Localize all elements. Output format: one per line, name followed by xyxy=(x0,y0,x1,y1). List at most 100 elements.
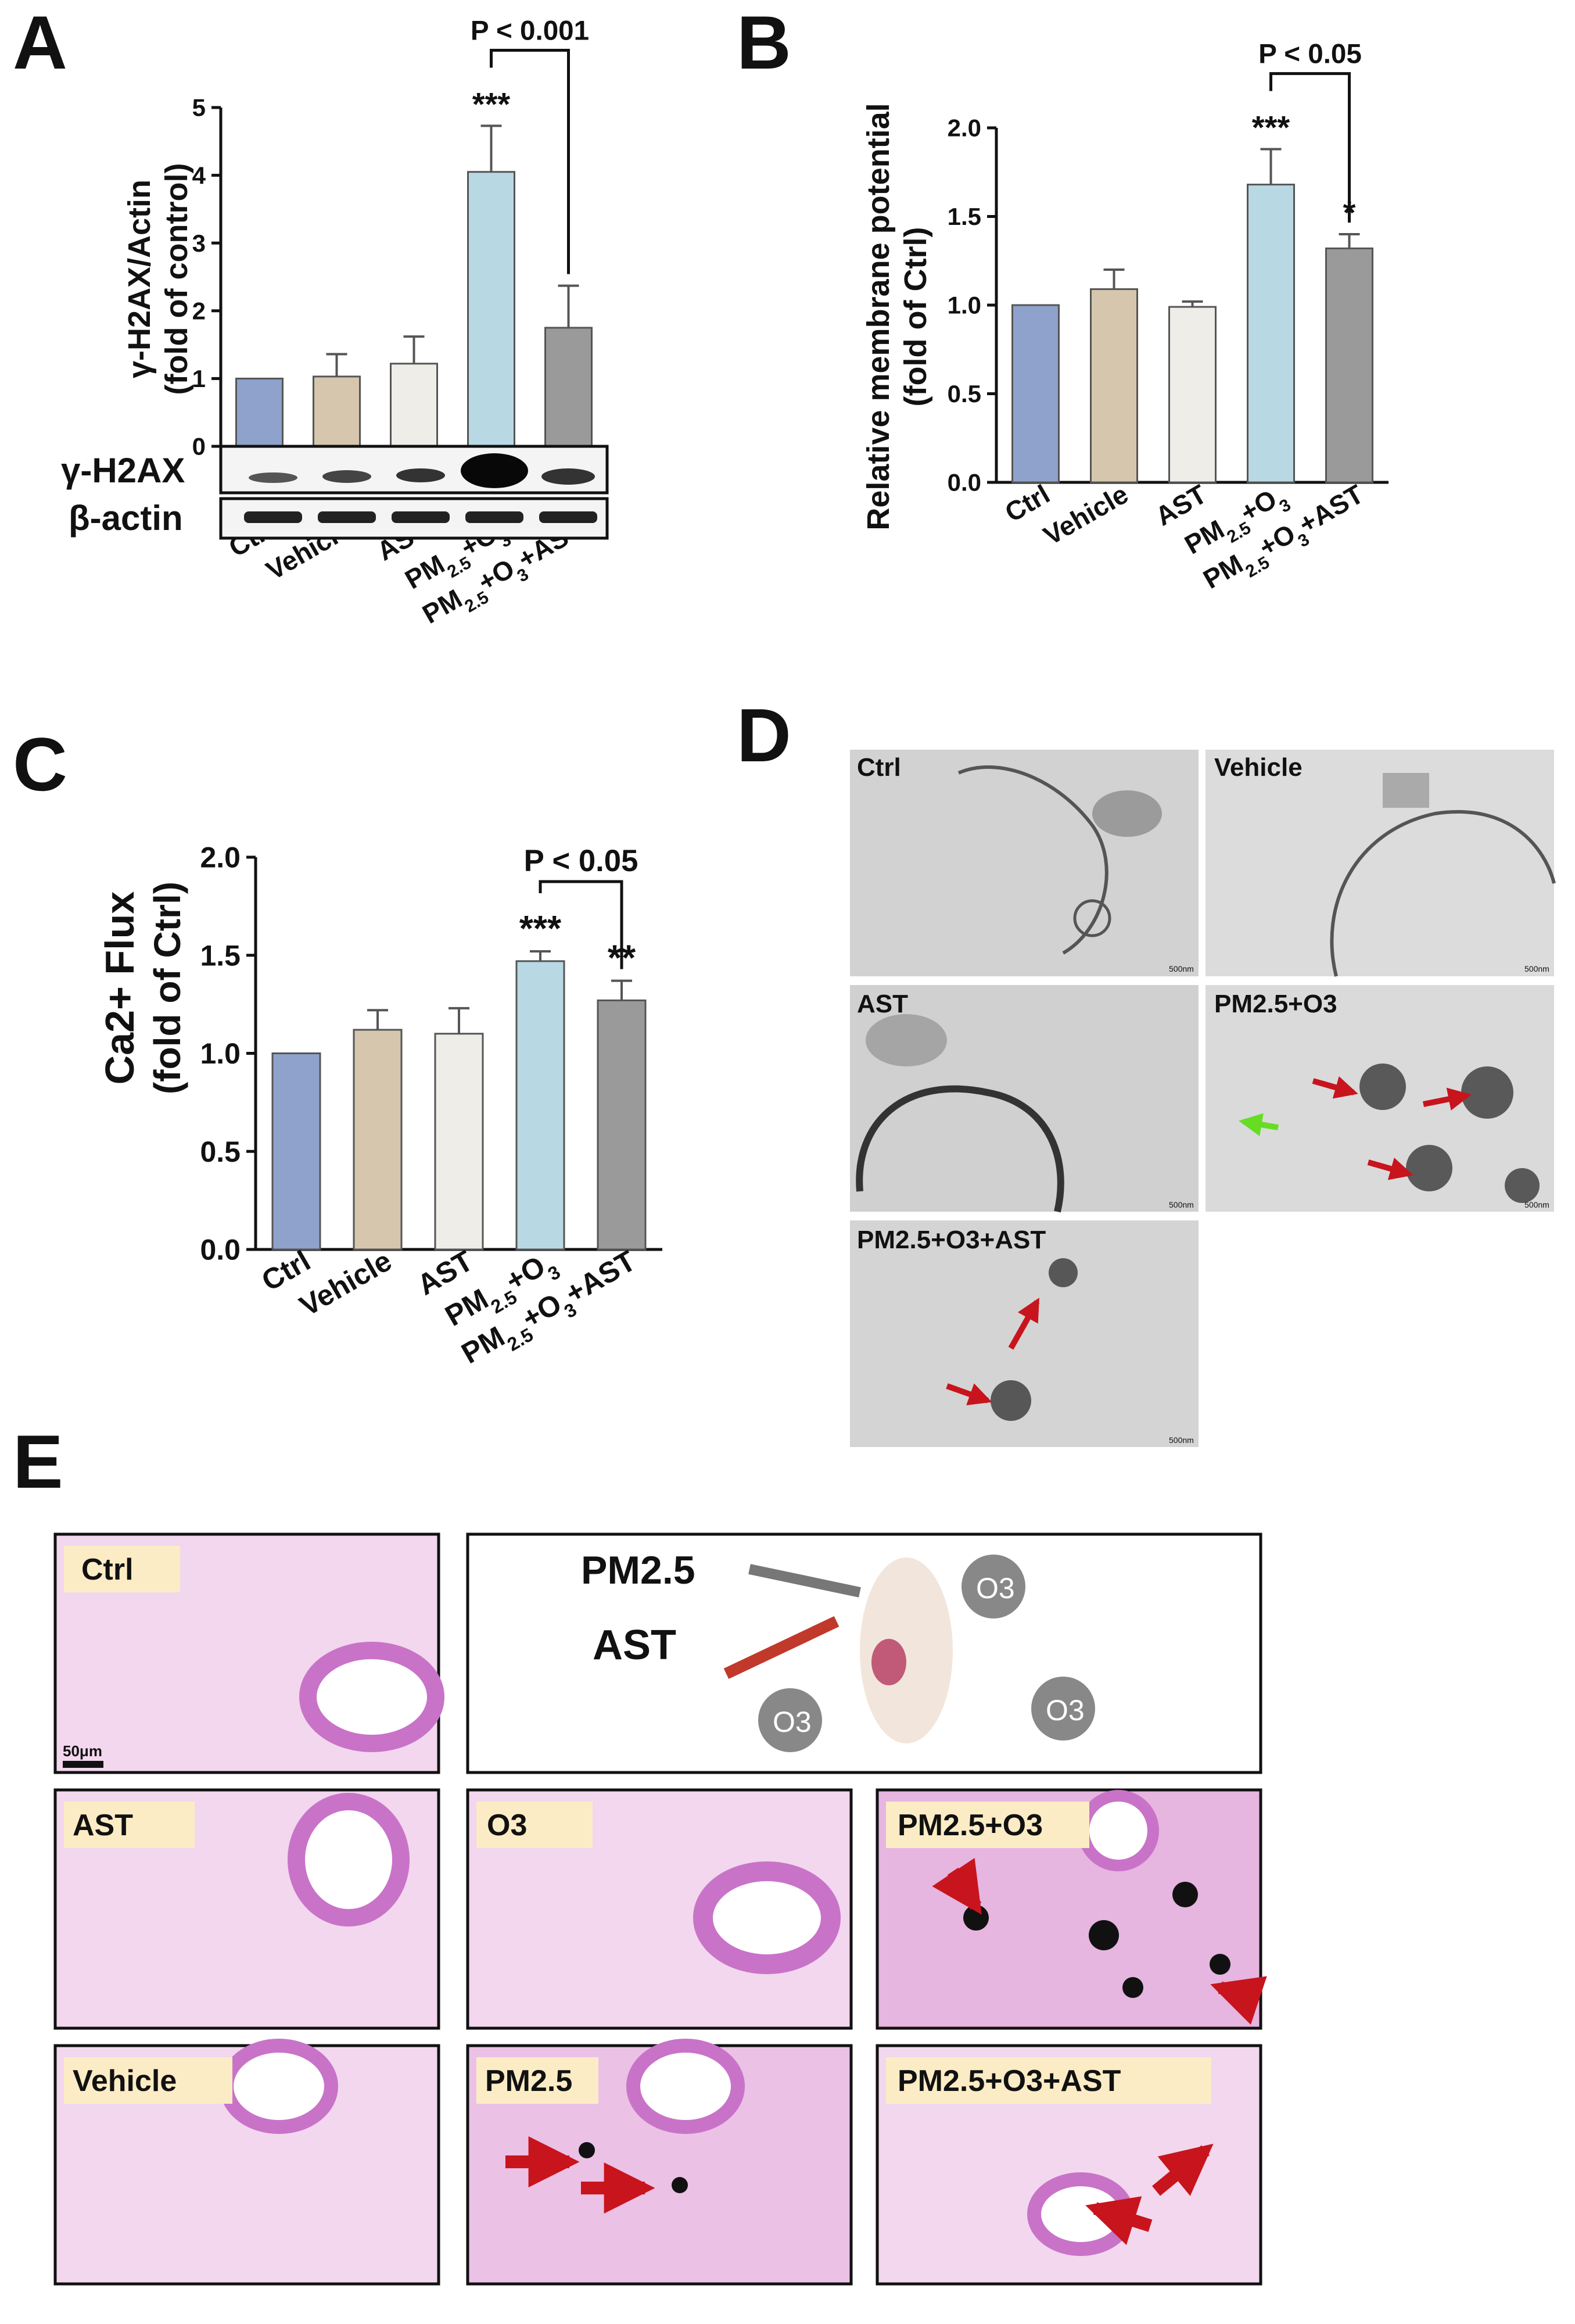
y-tick-label: 1.5 xyxy=(948,203,981,230)
em-label-ast: AST xyxy=(857,990,908,1018)
em-image-ast: AST 500nm xyxy=(850,985,1199,1213)
chart-b-ylabel-line1: Relative membrane potential xyxy=(861,103,896,530)
blot-label-h2ax: γ-H2AX xyxy=(61,451,185,490)
em-scale-ctrl: 500nm xyxy=(1169,964,1194,973)
comparison-label: P < 0.05 xyxy=(1258,39,1362,70)
category-label: Vehicle xyxy=(1038,479,1133,551)
em-label-ctrl: Ctrl xyxy=(857,753,901,782)
em-label-vehicle: Vehicle xyxy=(1214,753,1303,782)
chart-c-ylabel-line1: Ca2+ Flux xyxy=(97,891,142,1085)
bar xyxy=(1090,288,1138,484)
y-tick-label: 4 xyxy=(192,162,206,189)
blot-band xyxy=(249,472,297,483)
y-tick-label: 1.5 xyxy=(200,939,241,972)
y-tick-label: 2.0 xyxy=(948,114,981,142)
bar xyxy=(467,171,515,447)
em-image-pm-o3: PM2.5+O3 500nm xyxy=(1206,985,1554,1212)
western-blot: γ-H2AX β-actin xyxy=(61,445,609,540)
bar xyxy=(1168,306,1217,484)
chart-b-ylabel-line2: (fold of Ctrl) xyxy=(898,227,933,407)
panel-letter-e: E xyxy=(13,1419,63,1504)
em-scale-pm-o3-ast: 500nm xyxy=(1169,1435,1194,1445)
histology-image-ast: AST xyxy=(53,1788,440,2030)
histology-image-vehicle: Vehicle xyxy=(53,2039,440,2286)
y-tick-label: 0.0 xyxy=(948,469,981,496)
comparison-bracket xyxy=(1269,72,1351,223)
blot-band xyxy=(461,453,528,488)
histology-label-pm: PM2.5 xyxy=(485,2064,572,2098)
chart-a-ylabel-line2: (fold of control) xyxy=(159,163,194,395)
chart-c-ylabel-line2: (fold of Ctrl) xyxy=(146,882,188,1094)
schematic-o3-2: O3 xyxy=(773,1706,812,1738)
y-tick-label: 0 xyxy=(192,433,206,460)
bar xyxy=(1247,184,1295,484)
schematic-pm-text: PM2.5 xyxy=(581,1548,695,1592)
blot-band xyxy=(322,470,371,483)
y-tick-label: 2 xyxy=(192,298,206,325)
histology-label-ctrl: Ctrl xyxy=(81,1553,134,1587)
schematic-o3-3: O3 xyxy=(1046,1694,1085,1727)
y-tick-label: 1.0 xyxy=(200,1037,241,1070)
category-label: Vehicle xyxy=(294,1244,397,1323)
bar xyxy=(390,363,438,447)
histology-label-pm-o3: PM2.5+O3 xyxy=(898,1809,1043,1842)
chart-a-ylabel-line1: γ-H2AX/Actin xyxy=(122,180,157,378)
em-image-pm-o3-ast: PM2.5+O3+AST 500nm xyxy=(850,1220,1199,1447)
panel-letter-c: C xyxy=(13,722,67,807)
bar xyxy=(313,375,361,447)
bar xyxy=(235,377,284,447)
bar xyxy=(434,1033,484,1251)
histology-panel: Ctrl 50μm PM2.5 AST O3 O3 O3 AST xyxy=(53,1532,1267,2286)
bar xyxy=(597,999,647,1251)
em-image-vehicle: Vehicle 500nm xyxy=(1206,750,1556,977)
y-tick-label: 0.0 xyxy=(200,1234,241,1266)
blot-band xyxy=(244,511,302,523)
y-tick-label: 0.5 xyxy=(200,1136,241,1168)
y-tick-label: 2.0 xyxy=(200,841,241,874)
blot-band xyxy=(318,511,376,523)
blot-band xyxy=(396,468,445,482)
comparison-label: P < 0.05 xyxy=(524,844,638,878)
chart-a: 012345CtrlVehicleAST***PM2.5+O3PM2.5+O3+… xyxy=(122,15,607,629)
y-tick-label: 1.0 xyxy=(948,292,981,319)
blot-band xyxy=(465,511,523,523)
schematic-pm: PM2.5 xyxy=(581,1548,695,1592)
histology-image-o3: O3 xyxy=(466,1788,853,2030)
blot-band xyxy=(392,511,450,523)
em-scale-pm-o3: 500nm xyxy=(1524,1200,1549,1209)
comparison-bracket xyxy=(490,48,570,274)
histology-image-pm-o3: PM2.5+O3 xyxy=(876,1788,1267,2030)
exposure-schematic: PM2.5 AST O3 O3 O3 xyxy=(466,1532,1262,1774)
bar xyxy=(1325,247,1373,484)
panel-letter-d: D xyxy=(737,693,791,778)
comparison-label: P < 0.001 xyxy=(471,15,589,46)
panel-letter-a: A xyxy=(13,0,67,85)
blot-label-actin: β-actin xyxy=(69,499,183,538)
schematic-o3-1: O3 xyxy=(976,1572,1015,1605)
scale-bar xyxy=(63,1761,103,1768)
significance-marker: *** xyxy=(519,909,562,949)
panel-letter-b: B xyxy=(737,0,791,85)
significance-marker: *** xyxy=(1252,109,1290,146)
chart-a-plot: 012345CtrlVehicleAST***PM2.5+O3PM2.5+O3+… xyxy=(192,15,607,629)
comparison-bracket xyxy=(539,880,623,969)
y-tick-label: 0.5 xyxy=(948,380,981,407)
em-label-pm-o3-ast: PM2.5+O3+AST xyxy=(857,1226,1046,1254)
bar xyxy=(353,1029,403,1251)
scale-bar-label: 50μm xyxy=(63,1742,102,1760)
histology-image-pm-o3-ast: PM2.5+O3+AST xyxy=(876,2044,1262,2286)
histology-label-o3: O3 xyxy=(487,1809,527,1842)
histology-image-pm: PM2.5 xyxy=(466,2039,853,2286)
histology-image-ctrl: Ctrl 50μm xyxy=(53,1532,444,1774)
y-tick-label: 5 xyxy=(192,94,206,121)
histology-label-ast: AST xyxy=(73,1809,133,1842)
histology-label-pm-o3-ast: PM2.5+O3+AST xyxy=(898,2064,1121,2098)
schematic-ast: AST xyxy=(593,1622,676,1668)
y-tick-label: 1 xyxy=(192,365,206,392)
chart-c-ylabel-ca: Ca2+ Flux xyxy=(97,891,142,1085)
